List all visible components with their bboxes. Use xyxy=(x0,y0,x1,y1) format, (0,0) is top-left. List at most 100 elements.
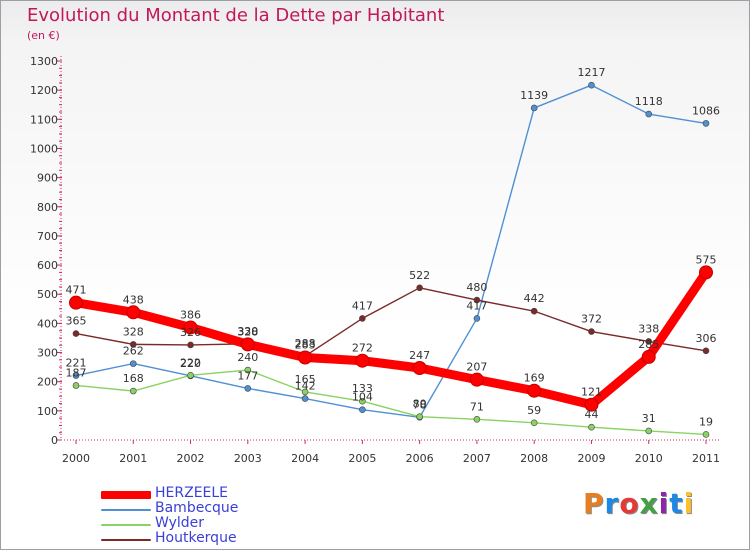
data-label-herzeele: 283 xyxy=(295,338,316,351)
data-label-bambecque: 1118 xyxy=(635,95,663,108)
series-line-wylder xyxy=(75,369,707,436)
y-tick-label: 1200 xyxy=(30,84,58,97)
logo-letter: i xyxy=(683,487,695,520)
data-label-herzeele: 207 xyxy=(466,361,487,374)
chart-title: Evolution du Montant de la Dette par Hab… xyxy=(27,5,445,26)
data-label-herzeele: 272 xyxy=(352,342,373,355)
data-point-herzeele xyxy=(126,305,141,320)
data-label-herzeele: 121 xyxy=(581,386,602,399)
x-tick-label: 2010 xyxy=(635,452,663,465)
data-point-wylder xyxy=(702,431,710,438)
data-point-herzeele xyxy=(298,350,313,365)
legend-label: Wylder xyxy=(155,515,205,531)
y-tick-label: 600 xyxy=(37,259,58,272)
data-label-herzeele: 438 xyxy=(123,293,144,306)
data-point-herzeele xyxy=(355,353,370,368)
data-label-bambecque: 177 xyxy=(237,369,258,382)
data-label-wylder: 80 xyxy=(413,398,427,411)
x-tick-label: 2011 xyxy=(692,452,720,465)
legend-item-houtkerque: Houtkerque xyxy=(101,530,321,547)
data-label-herzeele: 328 xyxy=(237,325,258,338)
data-label-wylder: 168 xyxy=(123,372,144,385)
data-label-houtkerque: 417 xyxy=(352,299,373,312)
y-tick-label: 1300 xyxy=(30,55,58,68)
data-point-herzeele xyxy=(412,360,427,375)
data-point-bambecque xyxy=(645,110,653,118)
legend-label: Houtkerque xyxy=(155,530,237,546)
x-tick-label: 2005 xyxy=(348,452,376,465)
data-label-wylder: 59 xyxy=(527,404,541,417)
logo-letter: x xyxy=(639,487,659,520)
data-label-bambecque: 1086 xyxy=(692,104,720,117)
data-point-houtkerque xyxy=(702,347,710,355)
y-tick-label: 100 xyxy=(37,405,58,418)
data-label-bambecque: 104 xyxy=(352,391,373,404)
logo-letter: i xyxy=(658,487,670,520)
data-label-houtkerque: 522 xyxy=(409,269,430,282)
data-label-houtkerque: 480 xyxy=(466,281,487,294)
data-label-wylder: 165 xyxy=(295,373,316,386)
data-label-bambecque: 220 xyxy=(180,357,201,370)
legend-swatch xyxy=(101,491,151,499)
data-point-bambecque xyxy=(588,81,595,89)
series-line-houtkerque xyxy=(75,287,707,357)
data-label-houtkerque: 330 xyxy=(237,325,258,338)
x-tick-label: 2001 xyxy=(119,452,147,465)
y-tick-label: 900 xyxy=(37,172,58,185)
data-label-bambecque: 142 xyxy=(295,380,316,393)
data-label-houtkerque: 306 xyxy=(696,332,717,345)
y-tick-label: 500 xyxy=(37,288,58,301)
data-point-wylder xyxy=(416,413,423,420)
x-tick-label: 2000 xyxy=(62,452,90,465)
data-point-bambecque xyxy=(301,395,309,402)
data-label-bambecque: 1139 xyxy=(520,89,548,102)
data-point-wylder xyxy=(187,371,194,379)
data-point-wylder xyxy=(72,382,80,389)
data-label-wylder: 187 xyxy=(66,366,87,379)
series-line-bambecque xyxy=(75,84,707,418)
data-label-houtkerque: 326 xyxy=(180,326,201,339)
data-label-herzeele: 285 xyxy=(638,338,659,351)
data-point-bambecque xyxy=(530,104,538,112)
proxiti-logo: Proxiti xyxy=(583,487,694,520)
data-point-houtkerque xyxy=(416,284,423,292)
data-point-houtkerque xyxy=(359,315,366,322)
x-tick-label: 2006 xyxy=(406,452,434,465)
data-point-wylder xyxy=(244,366,252,374)
legend: HERZEELE Bambecque Wylder Houtkerque xyxy=(101,486,321,547)
data-point-bambecque xyxy=(72,372,80,379)
x-tick-label: 2002 xyxy=(177,452,205,465)
data-point-wylder xyxy=(129,387,137,395)
data-label-houtkerque: 328 xyxy=(123,325,144,338)
data-point-bambecque xyxy=(129,360,137,367)
data-label-wylder: 19 xyxy=(699,415,713,428)
data-point-herzeele xyxy=(69,295,83,310)
legend-item-bambecque: Bambecque xyxy=(101,501,321,517)
data-point-herzeele xyxy=(699,265,713,280)
y-tick-label: 1000 xyxy=(30,142,58,155)
series-line-herzeele xyxy=(71,267,711,410)
x-tick-label: 2003 xyxy=(234,452,262,465)
y-tick-label: 400 xyxy=(37,317,58,330)
data-label-bambecque: 417 xyxy=(466,299,487,312)
data-point-wylder xyxy=(588,423,595,431)
data-label-wylder: 71 xyxy=(470,400,484,413)
x-tick-label: 2007 xyxy=(463,452,491,465)
data-point-wylder xyxy=(301,388,309,396)
data-point-herzeele xyxy=(584,397,599,412)
data-point-bambecque xyxy=(473,315,481,322)
data-point-herzeele xyxy=(641,349,656,364)
data-label-bambecque: 221 xyxy=(66,357,87,370)
y-tick-label: 200 xyxy=(37,376,58,389)
data-point-houtkerque xyxy=(530,307,538,315)
legend-swatch xyxy=(101,524,151,526)
y-tick-label: 700 xyxy=(37,230,58,243)
logo-letter: o xyxy=(619,487,640,520)
data-label-houtkerque: 365 xyxy=(66,315,87,328)
data-label-houtkerque: 338 xyxy=(638,322,659,335)
data-label-wylder: 31 xyxy=(642,412,656,425)
axes: 0 100 200 300 400 500 600 700 800 900 1000 1100 1200… xyxy=(30,55,721,465)
chart-subtitle: (en €) xyxy=(27,29,60,42)
data-point-houtkerque xyxy=(645,338,653,345)
